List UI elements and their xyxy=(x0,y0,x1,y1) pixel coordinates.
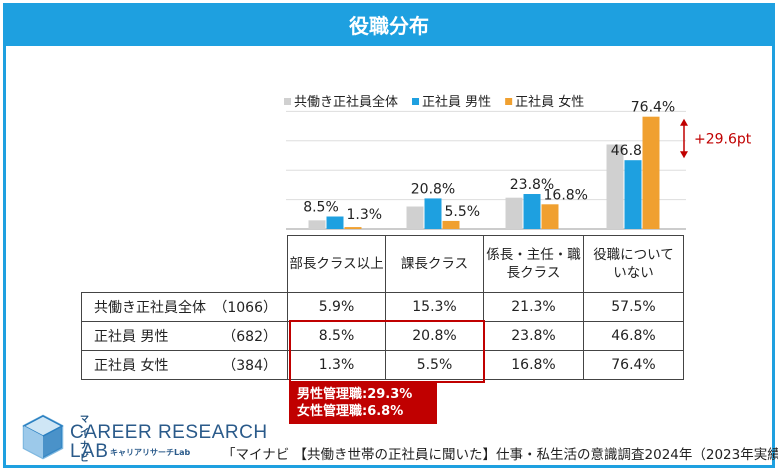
table-cell: 5.5% xyxy=(385,350,484,380)
bar-3-3 xyxy=(541,204,559,229)
data-label: 20.8% xyxy=(411,181,455,197)
table-cell: 76.4% xyxy=(583,350,684,380)
legend-swatch xyxy=(284,98,291,105)
table-cell: 46.8% xyxy=(583,321,684,351)
annotation-arrow-head-down xyxy=(680,151,688,159)
bar-2-2 xyxy=(424,198,442,229)
data-label: 8.5% xyxy=(303,200,339,216)
table-cell: 21.3% xyxy=(483,292,584,322)
logo-kana: キャリアリサーチLab xyxy=(110,448,191,457)
row-n: （682） xyxy=(222,329,277,345)
page-title: 役職分布 xyxy=(6,6,772,46)
bar-chart: 8.5%20.8% 23.8%46.8%1.3% 5.5%16.8%76.4%共働き… xyxy=(284,94,752,230)
bar-2-1 xyxy=(326,216,344,229)
table-header-cell: 係長・主任・職 長クラス xyxy=(483,235,584,293)
row-n: （1066） xyxy=(213,300,277,316)
bar-3-4 xyxy=(642,116,660,229)
row-label-text: 共働き正社員全体 xyxy=(94,300,206,316)
logo-brand: マイナビ xyxy=(80,415,90,464)
data-label: 1.3% xyxy=(347,207,383,223)
management-callout: 男性管理職:29.3% 女性管理職:6.8% xyxy=(289,383,437,424)
row-label: 正社員 男性 （682） xyxy=(81,321,288,351)
logo-title: CAREER RESEARCH xyxy=(70,422,268,443)
highlight-box xyxy=(289,320,485,383)
cube-logo-icon xyxy=(22,414,64,460)
data-label: 23.8% xyxy=(510,177,554,193)
legend-label: 正社員 女性 xyxy=(515,94,584,110)
annotation-arrow-head-up xyxy=(680,118,688,126)
table-row: 正社員 女性 （384） 1.3% 5.5% 16.8% 76.4% xyxy=(81,350,684,380)
table-header-cell: 部長クラス以上 xyxy=(287,235,386,293)
table-header-cell: 役職について いない xyxy=(583,235,684,293)
female-management-text: 女性管理職:6.8% xyxy=(297,404,404,419)
row-label-text: 正社員 男性 xyxy=(94,329,169,345)
table-header-cell: 課長クラス xyxy=(385,235,484,293)
bar-3-1 xyxy=(344,227,362,229)
table-cell: 20.8% xyxy=(385,321,484,351)
row-label: 共働き正社員全体 （1066） xyxy=(81,292,288,322)
bar-1-1 xyxy=(308,220,326,229)
row-n: （384） xyxy=(222,358,277,374)
table-cell: 16.8% xyxy=(483,350,584,380)
legend-label: 正社員 男性 xyxy=(422,94,491,110)
table-row: 共働き正社員全体 （1066） 5.9% 15.3% 21.3% 57.5% xyxy=(81,292,684,322)
data-label: 16.8% xyxy=(544,187,588,203)
table-row: 正社員 男性 （682） 8.5% 20.8% 23.8% 46.8% xyxy=(81,321,684,351)
data-label: 76.4% xyxy=(631,100,675,116)
table-cell: 15.3% xyxy=(385,292,484,322)
table-header-text: 役職について いない xyxy=(593,247,674,281)
bar-1-2 xyxy=(406,206,424,229)
data-table: 部長クラス以上 課長クラス 係長・主任・職 長クラス 役職について いない 共働… xyxy=(81,235,684,380)
table-corner xyxy=(81,235,288,293)
bar-3-2 xyxy=(442,220,460,229)
table-header-row: 部長クラス以上 課長クラス 係長・主任・職 長クラス 役職について いない xyxy=(81,235,684,293)
slide-frame: 役職分布 8.5% 20.8% 23.8% 46.8% 1.3% 5.5% 16.8% 76.… xyxy=(3,3,778,468)
table-header-text: 係長・主任・職 長クラス xyxy=(486,247,581,281)
bar-2-4 xyxy=(624,160,642,229)
row-label: 正社員 女性 （384） xyxy=(81,350,288,380)
logo: マイナビ CAREER RESEARCH LAB キャリアリサーチLab xyxy=(18,412,267,467)
legend-swatch xyxy=(412,98,420,105)
bar-1-4 xyxy=(606,144,624,229)
annotation-label: +29.6pt xyxy=(694,131,752,147)
male-management-text: 男性管理職:29.3% xyxy=(297,387,413,402)
bar-2-3 xyxy=(523,194,541,229)
table-cell: 57.5% xyxy=(583,292,684,322)
logo-lab: LAB xyxy=(70,441,109,462)
legend-swatch xyxy=(505,98,513,105)
source-note: 「マイナビ 【共働き世帯の正社員に聞いた】仕事・私生活の意識調査2024年（20… xyxy=(222,447,778,463)
legend-label: 共働き正社員全体 xyxy=(294,94,398,110)
row-label-text: 正社員 女性 xyxy=(94,358,169,374)
table-cell: 23.8% xyxy=(483,321,584,351)
bar-1-3 xyxy=(505,197,523,229)
data-label: 5.5% xyxy=(445,204,481,220)
table-cell: 5.9% xyxy=(287,292,386,322)
